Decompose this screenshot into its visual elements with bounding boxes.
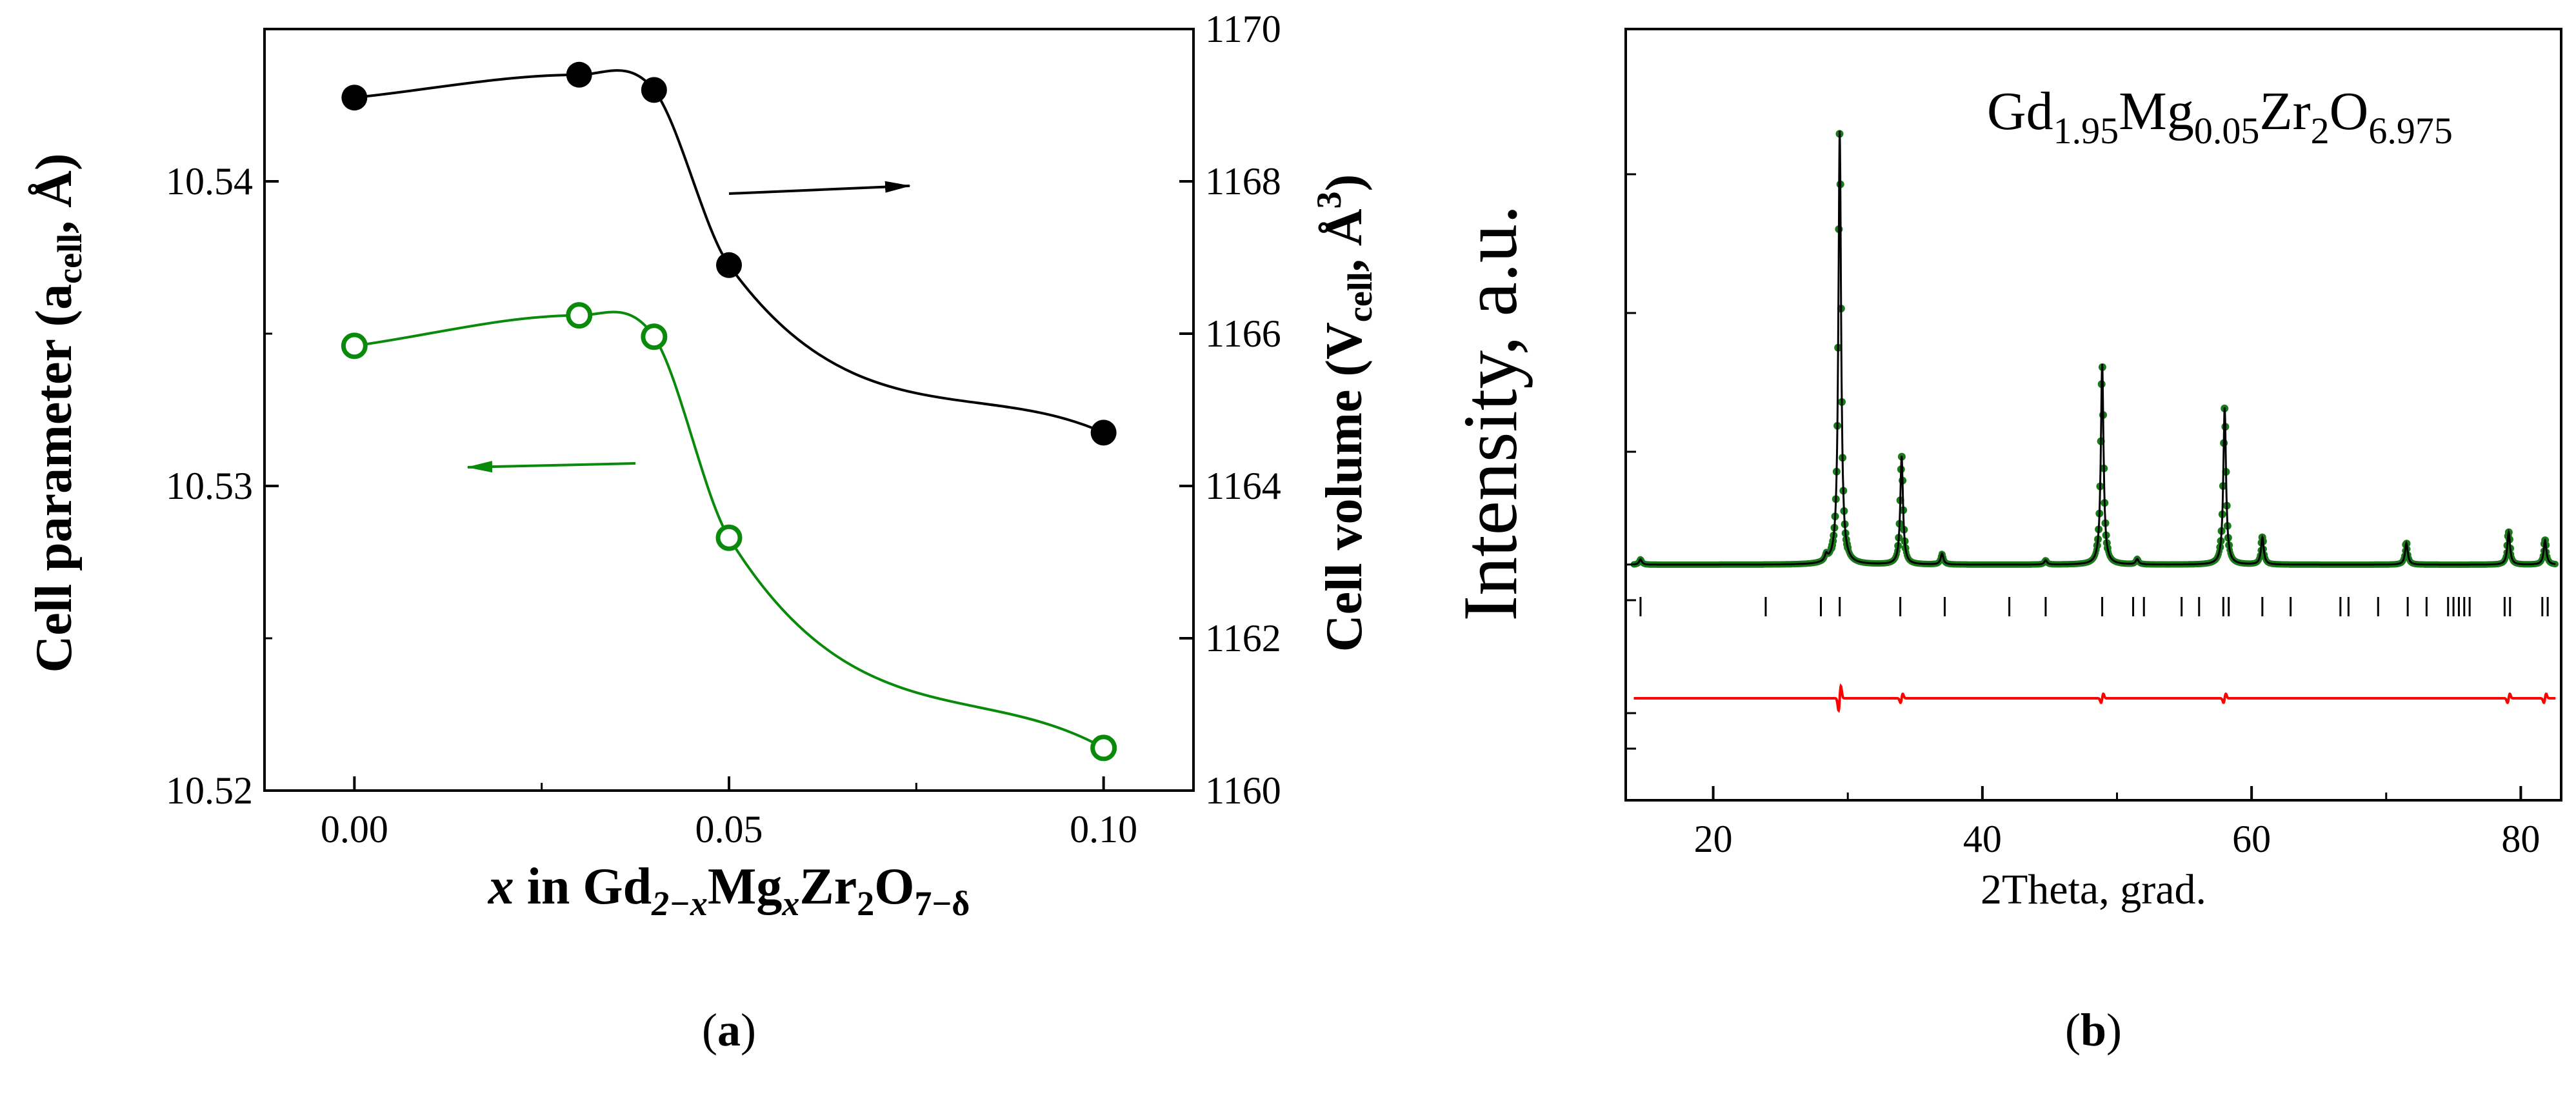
volume-curve xyxy=(354,69,1104,434)
panel-b-label: (b) xyxy=(2065,1004,2122,1056)
panel-b-y-ticks xyxy=(1626,173,1636,750)
right-y-tick-label: 1168 xyxy=(1205,160,1281,203)
volume-point xyxy=(1090,419,1117,446)
x-tick-label: 20 xyxy=(1694,818,1733,860)
x-tick-label: 60 xyxy=(2232,818,2271,860)
x-tick-label: 0.05 xyxy=(695,808,763,851)
panel-a-frame xyxy=(263,28,1195,792)
right-y-tick-label: 1166 xyxy=(1205,312,1281,355)
left-y-axis-label: Cell parameter (acell, Å) xyxy=(26,153,89,672)
sample-formula: Gd1.95Mg0.05Zr2O6.975 xyxy=(1987,81,2453,152)
panel-a-label: (a) xyxy=(702,1004,756,1056)
parameter-point xyxy=(566,302,593,329)
panel-a-markers xyxy=(341,61,1117,762)
x-tick-label: 40 xyxy=(1963,818,2002,860)
volume-arrow xyxy=(728,181,911,195)
panel-b: 20 40 60 80 Intensity, a.u. 2Theta, grad. G… xyxy=(1447,28,2562,1056)
parameter-curve xyxy=(354,310,1104,749)
left-y-tick-label: 10.53 xyxy=(166,465,253,507)
bragg-positions xyxy=(1639,597,2549,616)
panel-b-x-ticks: 20 40 60 80 xyxy=(1694,786,2540,860)
observed-pattern xyxy=(1630,130,2559,568)
panel-a-left-y-ticks: 10.52 10.53 10.54 xyxy=(166,160,279,812)
panel-b-x-axis-label: 2Theta, grad. xyxy=(1981,866,2206,913)
difference-curve xyxy=(1633,683,2556,713)
right-y-tick-label: 1162 xyxy=(1205,617,1281,660)
volume-point xyxy=(341,85,368,111)
panel-b-frame xyxy=(1624,28,2562,802)
parameter-arrow xyxy=(466,461,636,473)
volume-point xyxy=(566,61,592,88)
parameter-point xyxy=(641,323,668,350)
right-y-axis-label: Cell volume (Vcell, Å3) xyxy=(1310,174,1379,652)
right-y-tick-label: 1164 xyxy=(1205,465,1281,507)
parameter-point xyxy=(341,332,368,359)
x-tick-label: 0.10 xyxy=(1070,808,1137,851)
panel-a-x-axis-label: x in Gd2−xMgxZr2O7−δ xyxy=(488,858,970,923)
parameter-point xyxy=(715,524,743,551)
panel-a-right-y-ticks: 1160 1162 1164 1166 1168 1170 xyxy=(1179,8,1281,812)
left-y-tick-label: 10.52 xyxy=(166,769,253,812)
right-y-tick-label: 1170 xyxy=(1205,8,1281,50)
right-y-tick-label: 1160 xyxy=(1205,769,1281,812)
x-tick-label: 80 xyxy=(2501,818,2540,860)
left-y-tick-label: 10.54 xyxy=(166,160,253,203)
parameter-point xyxy=(1090,734,1117,762)
calculated-pattern xyxy=(1626,130,2556,566)
x-tick-label: 0.00 xyxy=(321,808,388,851)
intensity-axis-label: Intensity, a.u. xyxy=(1447,205,1533,621)
volume-point xyxy=(716,252,742,278)
panel-a-x-ticks: 0.00 0.05 0.10 xyxy=(321,776,1137,851)
panel-a-curves xyxy=(354,69,1104,749)
volume-point xyxy=(641,77,667,103)
